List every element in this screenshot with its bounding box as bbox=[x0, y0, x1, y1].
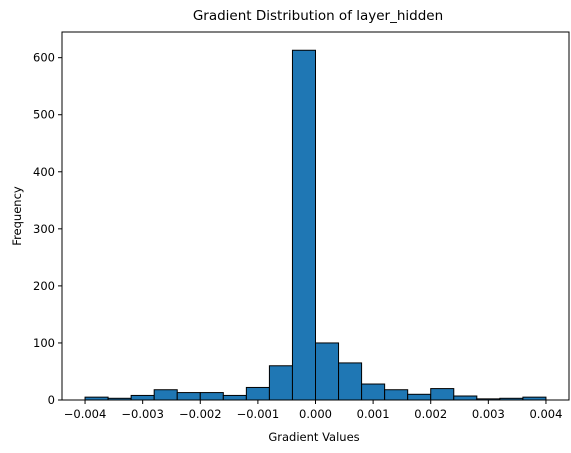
histogram-bar bbox=[291, 49, 317, 401]
y-tick-label: 200 bbox=[33, 279, 55, 293]
histogram-bar bbox=[338, 362, 363, 401]
x-tick-label: 0.000 bbox=[299, 407, 332, 421]
plot-frame bbox=[61, 31, 570, 401]
histogram-bar bbox=[199, 392, 224, 401]
y-tick-label: 500 bbox=[33, 108, 55, 122]
x-tick-label: 0.002 bbox=[414, 407, 447, 421]
x-tick-label: 0.004 bbox=[529, 407, 562, 421]
x-tick-label: −0.002 bbox=[179, 407, 222, 421]
x-tick-label: −0.004 bbox=[64, 407, 107, 421]
y-tick-label: 100 bbox=[33, 336, 55, 350]
histogram-bar bbox=[407, 393, 432, 401]
histogram-bar bbox=[453, 395, 478, 401]
x-tick-label: −0.003 bbox=[121, 407, 164, 421]
chart-title: Gradient Distribution of layer_hidden bbox=[193, 8, 443, 24]
x-tick-label: 0.001 bbox=[357, 407, 390, 421]
y-tick-label: 300 bbox=[33, 222, 55, 236]
histogram-bar bbox=[245, 386, 270, 401]
histogram-bar bbox=[176, 392, 201, 401]
histogram-bar bbox=[430, 388, 455, 401]
y-axis-label: Frequency bbox=[10, 186, 24, 246]
x-axis-ticks: −0.004 −0.003 −0.002 −0.001 0.000 0.001 0.002 0… bbox=[64, 400, 562, 421]
histogram-bar bbox=[268, 365, 293, 401]
x-axis-label: Gradient Values bbox=[268, 430, 359, 444]
histogram-bar bbox=[130, 394, 155, 401]
bars-group bbox=[84, 49, 547, 401]
histogram-bar bbox=[361, 383, 386, 401]
y-tick-label: 600 bbox=[33, 51, 55, 65]
y-tick-label: 0 bbox=[48, 393, 55, 407]
histogram-bar bbox=[153, 389, 178, 401]
histogram-bar bbox=[315, 342, 340, 401]
histogram-bar bbox=[222, 394, 247, 401]
x-tick-label: 0.003 bbox=[472, 407, 505, 421]
x-tick-label: −0.001 bbox=[237, 407, 280, 421]
y-tick-label: 400 bbox=[33, 165, 55, 179]
histogram-bar bbox=[384, 389, 409, 401]
y-axis-ticks: 0 100 200 300 400 500 600 bbox=[33, 51, 62, 407]
